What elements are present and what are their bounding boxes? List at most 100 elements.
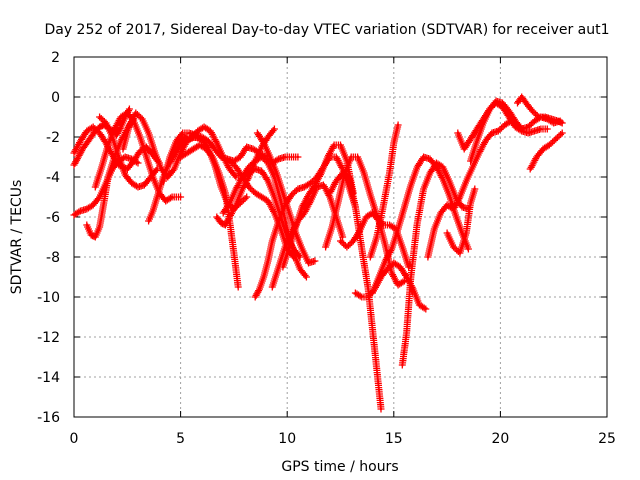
data-point [354, 291, 357, 295]
data-point [98, 115, 101, 119]
data-point [281, 265, 285, 269]
data-point [422, 187, 425, 191]
data-point [501, 101, 504, 105]
data-point [354, 205, 357, 209]
data-point [341, 235, 344, 239]
data-point [475, 127, 479, 131]
data-point [204, 147, 208, 151]
data-point [313, 183, 317, 187]
series-arc-32 [526, 129, 566, 173]
data-point [422, 155, 425, 159]
data-point [313, 259, 317, 263]
data-point [309, 181, 312, 185]
data-point [288, 211, 291, 215]
data-point [85, 207, 88, 211]
data-point [386, 267, 389, 271]
data-point [247, 175, 251, 179]
data-point [277, 157, 280, 161]
data-point [526, 131, 530, 135]
data-point [256, 131, 259, 135]
data-point [113, 155, 116, 159]
data-point [298, 255, 302, 259]
data-point [222, 211, 225, 215]
x-tick-labels: 0 5 10 15 20 25 [70, 431, 616, 447]
data-point [300, 247, 304, 251]
series-arc-22 [326, 169, 385, 413]
data-point [290, 155, 293, 159]
data-point [266, 161, 270, 165]
data-point [561, 131, 564, 135]
data-point [234, 203, 238, 207]
data-point [209, 129, 212, 133]
data-point [266, 179, 270, 183]
data-point [245, 195, 248, 199]
data-point [469, 201, 472, 205]
data-point [181, 141, 184, 145]
data-point [187, 131, 191, 135]
data-point [215, 141, 219, 145]
data-point [211, 155, 214, 159]
data-point [228, 167, 231, 171]
data-point [520, 95, 523, 99]
data-point [392, 261, 395, 265]
data-point [198, 143, 201, 147]
data-point [79, 139, 82, 143]
data-point [352, 239, 355, 243]
y-tick-label: -4 [46, 170, 60, 186]
data-point [416, 165, 419, 169]
y-tick-label: -12 [37, 330, 60, 346]
data-point [91, 203, 95, 207]
data-point [128, 107, 131, 111]
data-point [268, 155, 272, 159]
data-point [388, 171, 391, 175]
data-point [435, 161, 438, 165]
data-point [320, 171, 323, 175]
data-point [286, 227, 289, 231]
data-point [271, 285, 274, 289]
data-point [305, 275, 308, 279]
data-point [192, 147, 195, 151]
data-point [405, 275, 408, 279]
data-point [283, 245, 287, 249]
data-point [490, 131, 494, 135]
x-axis-title: GPS time / hours [281, 459, 398, 475]
data-point [273, 127, 276, 131]
data-point [345, 245, 349, 249]
data-point [384, 243, 387, 247]
data-point [113, 127, 116, 131]
data-point [200, 137, 204, 141]
data-point [475, 139, 479, 143]
data-point [202, 125, 206, 129]
y-tick-label: 2 [51, 50, 60, 66]
series-arc-28 [443, 185, 479, 257]
y-tick-label: -10 [37, 290, 60, 306]
data-point [371, 291, 374, 295]
data-point [526, 125, 530, 129]
data-point [143, 183, 146, 187]
data-point [448, 193, 451, 197]
y-tick-label: -8 [46, 250, 60, 266]
data-point [281, 191, 285, 195]
data-point [260, 169, 263, 173]
data-point [136, 185, 140, 189]
data-point [94, 185, 97, 189]
chart-title: Day 252 of 2017, Sidereal Day-to-day VTE… [44, 22, 609, 38]
data-point [160, 167, 163, 171]
y-tick-label: -14 [37, 370, 60, 386]
data-point [277, 265, 280, 269]
data-point [98, 225, 101, 229]
data-point [494, 99, 498, 103]
data-point [170, 195, 174, 199]
y-tick-labels: -16 -14 -12 -10 -8 -6 -4 -2 0 2 [37, 50, 60, 426]
data-point [155, 195, 159, 199]
data-point [224, 191, 227, 195]
data-point [388, 223, 391, 227]
data-point [335, 155, 338, 159]
data-point [454, 195, 457, 199]
data-point [458, 251, 462, 255]
data-point [279, 199, 283, 203]
data-points [70, 93, 566, 413]
data-point [185, 151, 189, 155]
data-point [128, 123, 131, 127]
series-arc-25 [369, 153, 472, 297]
